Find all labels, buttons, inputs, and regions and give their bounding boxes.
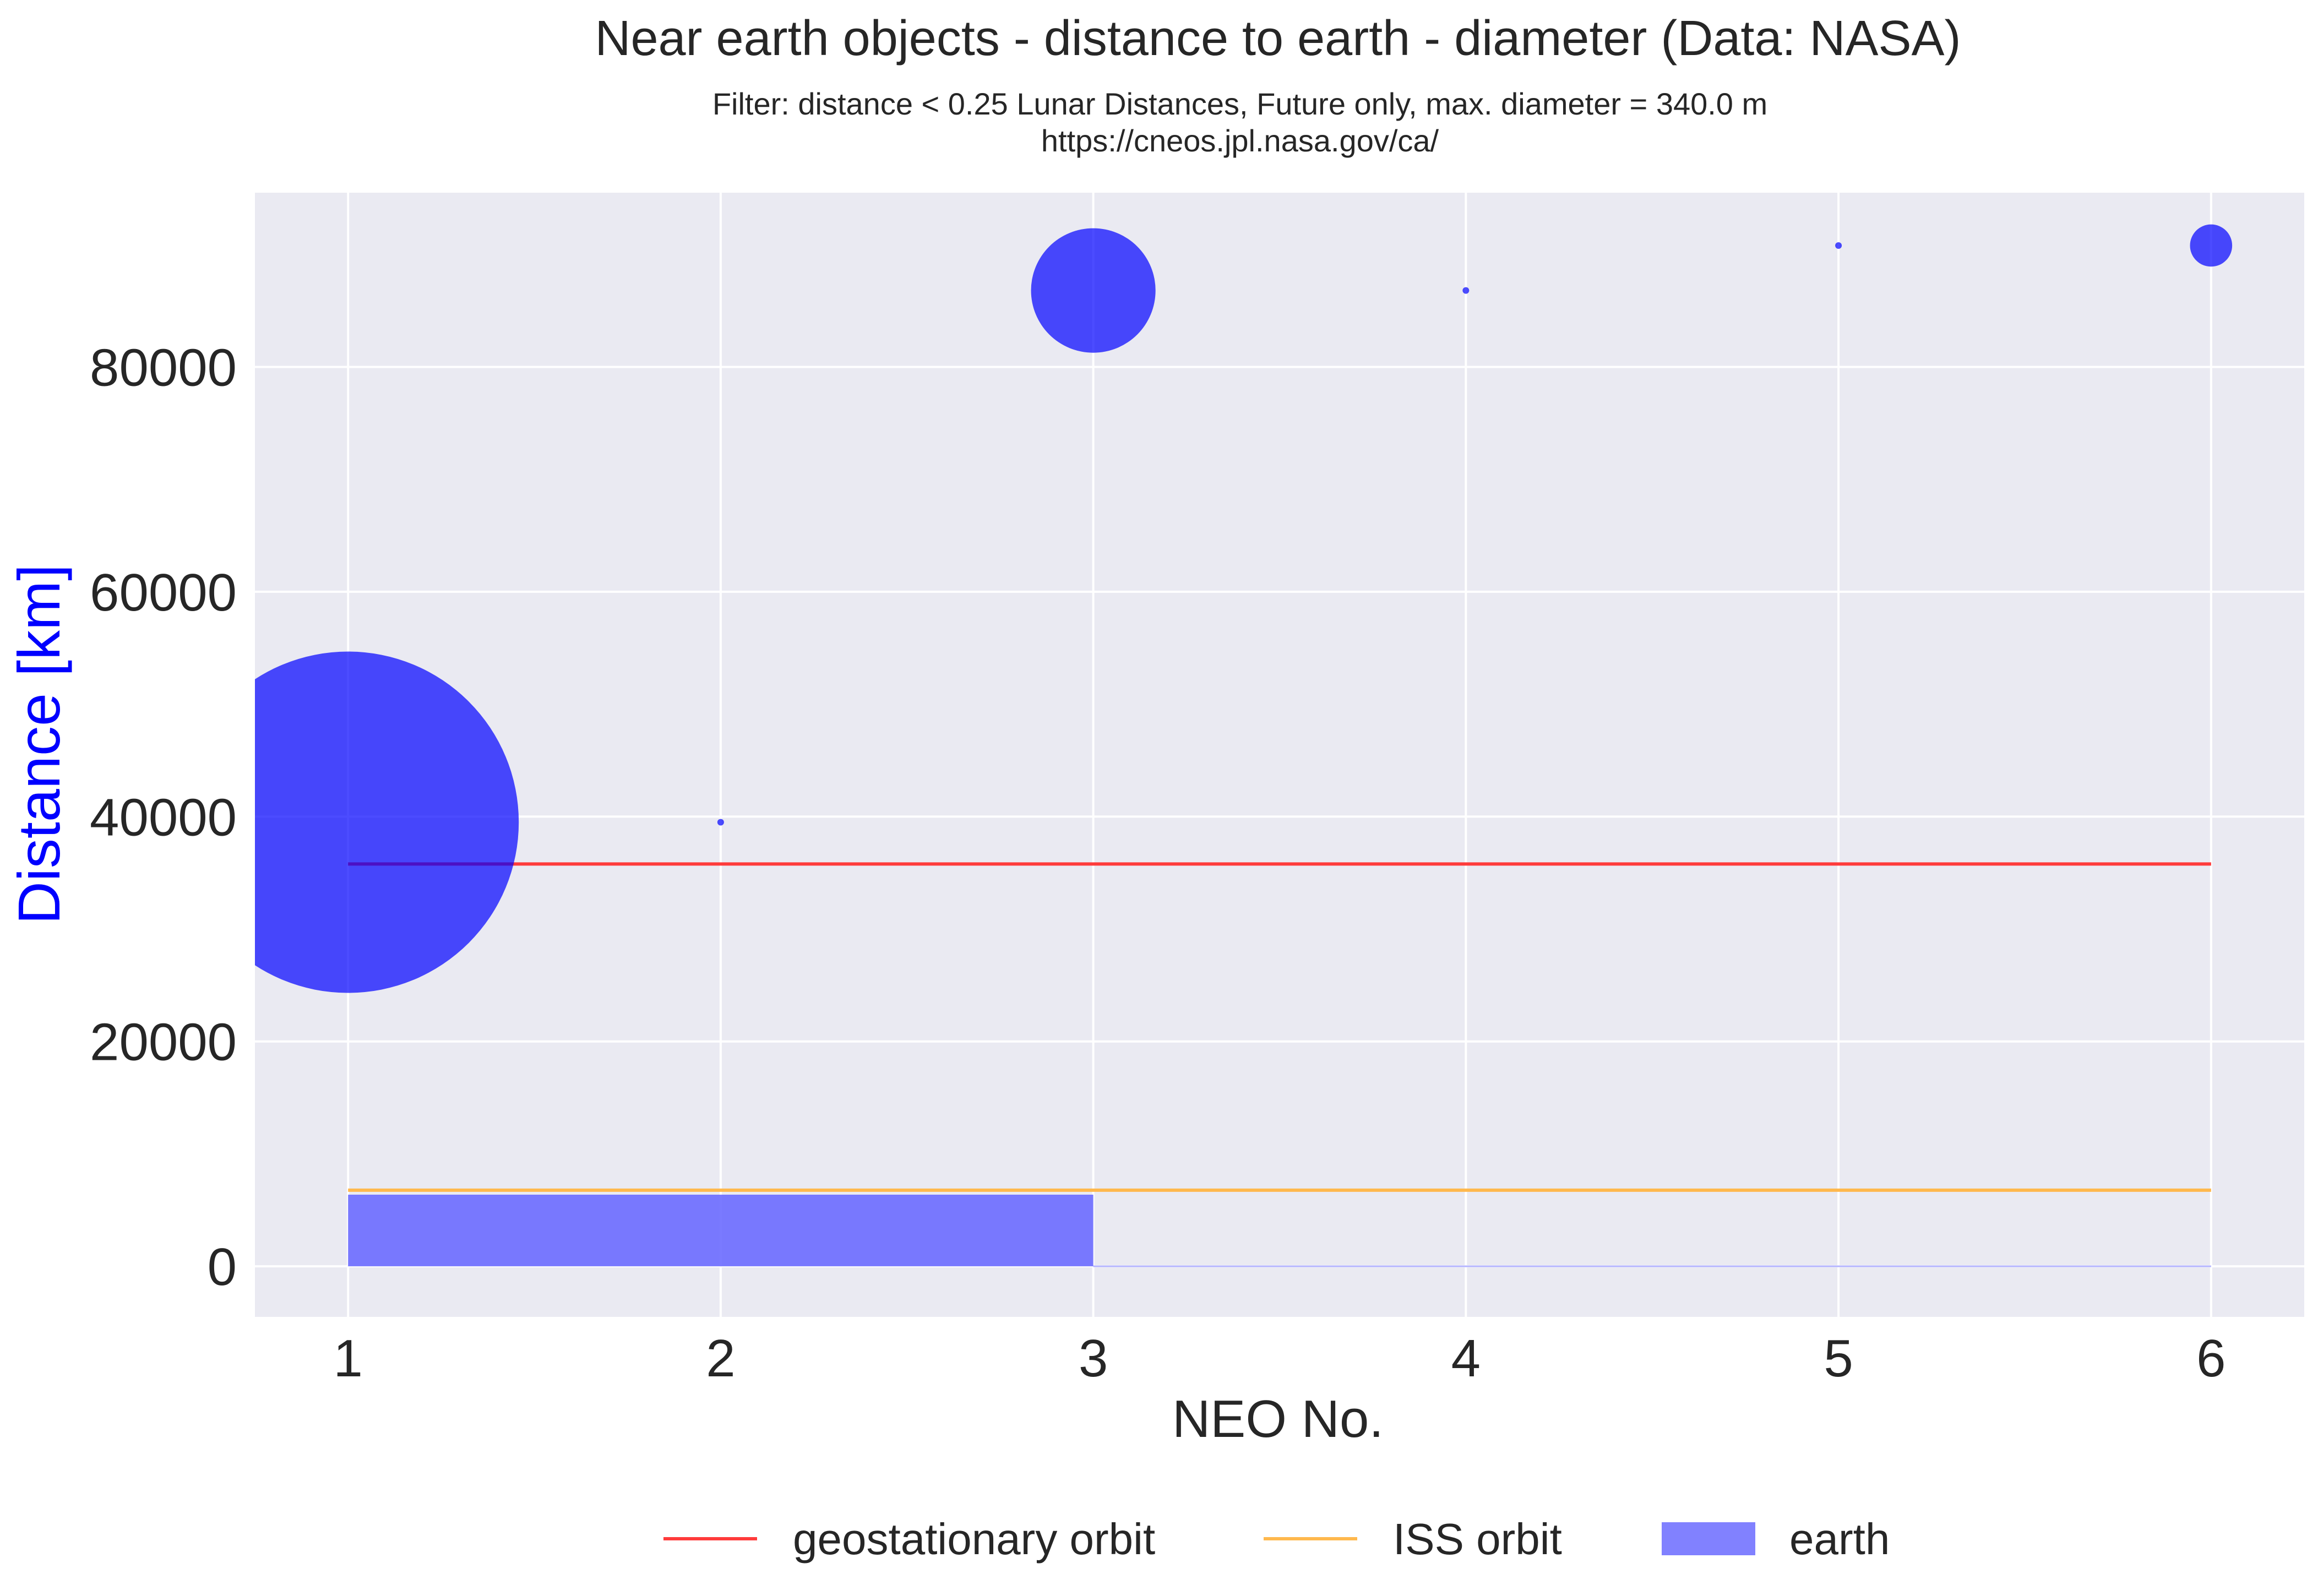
y-tick-label: 20000	[90, 1013, 237, 1072]
y-tick-label: 60000	[90, 563, 237, 622]
reference-lines	[348, 862, 2211, 1192]
plot-area	[255, 193, 2304, 1317]
neo-point	[1031, 228, 1156, 353]
y-tick-label: 0	[208, 1238, 237, 1297]
neo-point	[2190, 224, 2233, 267]
chart-subtitle-source: https://cneos.jpl.nasa.gov/ca/	[1041, 123, 1439, 158]
x-tick-label: 2	[706, 1329, 735, 1388]
earth-bar	[348, 1195, 1093, 1267]
legend-earth-label: earth	[1789, 1515, 1890, 1564]
y-tick-label: 40000	[90, 788, 237, 847]
grid-lines	[255, 193, 2304, 1317]
x-axis-label: NEO No.	[1172, 1390, 1384, 1448]
y-tick-label: 80000	[90, 339, 237, 397]
neo-point	[1462, 287, 1470, 294]
y-tick-labels: 0 20000 40000 60000 80000	[90, 339, 237, 1297]
legend-iss-label: ISS orbit	[1393, 1515, 1562, 1564]
plot-background	[255, 193, 2304, 1317]
legend: geostationary orbit ISS orbit earth	[663, 1515, 1890, 1564]
x-tick-label: 3	[1079, 1329, 1108, 1388]
chart-title: Near earth objects - distance to earth -…	[595, 11, 1961, 66]
neo-point	[255, 651, 519, 993]
legend-earth-symbol	[1662, 1522, 1755, 1555]
x-tick-label: 1	[333, 1329, 362, 1388]
legend-geostationary-label: geostationary orbit	[793, 1515, 1155, 1564]
y-axis-label: Distance [km]	[6, 564, 72, 924]
chart-subtitle-filter: Filter: distance < 0.25 Lunar Distances,…	[712, 86, 1767, 121]
x-tick-label: 5	[1824, 1329, 1853, 1388]
x-tick-labels: 1 2 3 4 5 6	[333, 1329, 2226, 1388]
earth-area	[348, 1195, 2211, 1267]
x-tick-label: 4	[1451, 1329, 1481, 1388]
neo-points	[255, 224, 2233, 993]
neo-point	[717, 819, 724, 826]
x-tick-label: 6	[2196, 1329, 2226, 1388]
neo-point	[1835, 242, 1842, 249]
